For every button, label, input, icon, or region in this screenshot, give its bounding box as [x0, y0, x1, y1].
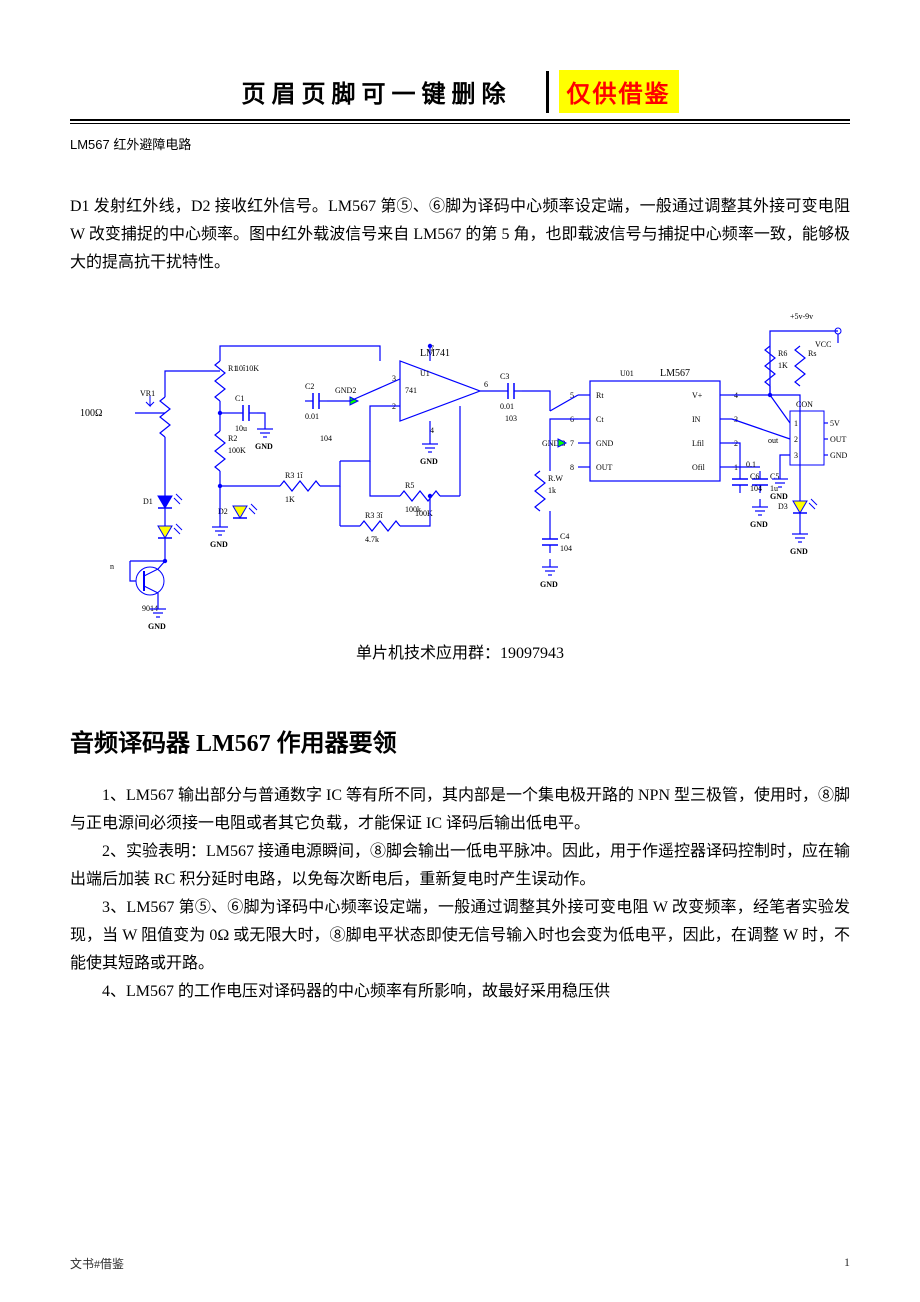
svg-text:R3 3î: R3 3î [365, 511, 383, 520]
svg-text:C1: C1 [235, 394, 244, 403]
svg-text:GND: GND [830, 451, 848, 460]
svg-text:5V: 5V [830, 419, 840, 428]
svg-text:D1: D1 [143, 497, 153, 506]
page-header: 页眉页脚可一键删除 仅供借鉴 [70, 70, 850, 113]
svg-text:10u: 10u [235, 424, 247, 433]
svg-text:0.01: 0.01 [500, 402, 514, 411]
svg-text:LM741: LM741 [420, 348, 450, 359]
svg-text:out: out [768, 436, 779, 445]
svg-text:Lfil: Lfil [692, 439, 705, 448]
svg-text:0.01: 0.01 [305, 412, 319, 421]
svg-text:GND: GND [255, 442, 273, 451]
svg-text:104: 104 [320, 434, 332, 443]
svg-text:1K: 1K [285, 495, 295, 504]
svg-text:GND: GND [540, 580, 558, 589]
svg-text:741: 741 [405, 386, 417, 395]
svg-text:C5: C5 [770, 472, 779, 481]
svg-text:R3 1î: R3 1î [285, 471, 303, 480]
svg-text:Rs: Rs [808, 349, 816, 358]
svg-text:GND: GND [420, 457, 438, 466]
svg-text:+5v-9v: +5v-9v [790, 312, 813, 321]
svg-text:R2: R2 [228, 434, 237, 443]
header-left-text: 页眉页脚可一键删除 [242, 74, 536, 109]
svg-text:OUT: OUT [596, 463, 613, 472]
tip-2: 2、实验表明：LM567 接通电源瞬间，⑧脚会输出一低电平脉冲。因此，用于作遥控… [70, 838, 850, 894]
svg-text:100Ω: 100Ω [80, 408, 102, 419]
svg-text:CON: CON [796, 400, 813, 409]
svg-text:R.W: R.W [548, 474, 563, 483]
section-heading: 音频译码器 LM567 作用器要领 [70, 723, 850, 758]
document-subtitle: LM567 红外避障电路 [70, 134, 850, 153]
tip-3: 3、LM567 第⑤、⑥脚为译码中心频率设定端，一般通过调整其外接可变电阻 W … [70, 894, 850, 978]
svg-text:U01: U01 [620, 369, 634, 378]
svg-text:R6: R6 [778, 349, 787, 358]
header-divider [546, 71, 549, 113]
svg-text:2: 2 [794, 435, 798, 444]
intro-paragraph: D1 发射红外线，D2 接收红外信号。LM567 第⑤、⑥脚为译码中心频率设定端… [70, 193, 850, 277]
svg-text:10î10K: 10î10K [235, 364, 259, 373]
svg-text:n: n [110, 562, 114, 571]
page-number: 1 [844, 1255, 850, 1272]
svg-text:8: 8 [570, 463, 574, 472]
svg-text:OUT: OUT [830, 435, 847, 444]
header-rule-thin [70, 123, 850, 124]
svg-text:C2: C2 [305, 382, 314, 391]
svg-text:7: 7 [570, 439, 574, 448]
header-right-badge: 仅供借鉴 [559, 70, 679, 113]
svg-text:Ct: Ct [596, 415, 604, 424]
svg-text:C4: C4 [560, 532, 569, 541]
svg-text:3: 3 [794, 451, 798, 460]
diagram-caption: 单片机技术应用群：19097943 [70, 639, 850, 663]
footer-left: 文书#借鉴 [70, 1255, 124, 1272]
svg-text:Rt: Rt [596, 391, 604, 400]
circuit-schematic: +5v-9vVCC100ΩVR1R110î10KC110uGNDR2100KD1… [70, 301, 850, 641]
svg-text:VR1: VR1 [140, 389, 155, 398]
svg-text:R5: R5 [405, 481, 414, 490]
svg-text:GND2: GND2 [335, 386, 356, 395]
svg-text:D3: D3 [778, 502, 788, 511]
page-footer: 文书#借鉴 1 [70, 1255, 850, 1272]
svg-text:U1: U1 [420, 369, 430, 378]
svg-text:IN: IN [692, 415, 701, 424]
svg-text:GND: GND [790, 547, 808, 556]
svg-text:GND: GND [750, 520, 768, 529]
svg-text:1k: 1k [548, 486, 556, 495]
header-rule-thick [70, 119, 850, 121]
svg-text:V+: V+ [692, 391, 703, 400]
svg-text:GND: GND [596, 439, 614, 448]
svg-text:LM567: LM567 [660, 368, 690, 379]
svg-text:GND: GND [148, 622, 166, 631]
svg-text:Ofil: Ofil [692, 463, 706, 472]
svg-text:6: 6 [484, 380, 488, 389]
svg-text:4.7k: 4.7k [365, 535, 379, 544]
tip-1: 1、LM567 输出部分与普通数字 IC 等有所不同，其内部是一个集电极开路的 … [70, 782, 850, 838]
svg-text:C3: C3 [500, 372, 509, 381]
svg-text:100K: 100K [228, 446, 246, 455]
svg-text:VCC: VCC [815, 340, 831, 349]
svg-text:GND: GND [770, 492, 788, 501]
tip-4: 4、LM567 的工作电压对译码器的中心频率有所影响，故最好采用稳压供 [70, 978, 850, 1006]
svg-text:0.1: 0.1 [746, 460, 756, 469]
svg-text:C6: C6 [750, 472, 759, 481]
svg-text:1K: 1K [778, 361, 788, 370]
svg-text:104: 104 [560, 544, 572, 553]
svg-text:GND: GND [210, 540, 228, 549]
svg-text:1: 1 [794, 419, 798, 428]
svg-text:104: 104 [750, 484, 762, 493]
svg-text:103: 103 [505, 414, 517, 423]
